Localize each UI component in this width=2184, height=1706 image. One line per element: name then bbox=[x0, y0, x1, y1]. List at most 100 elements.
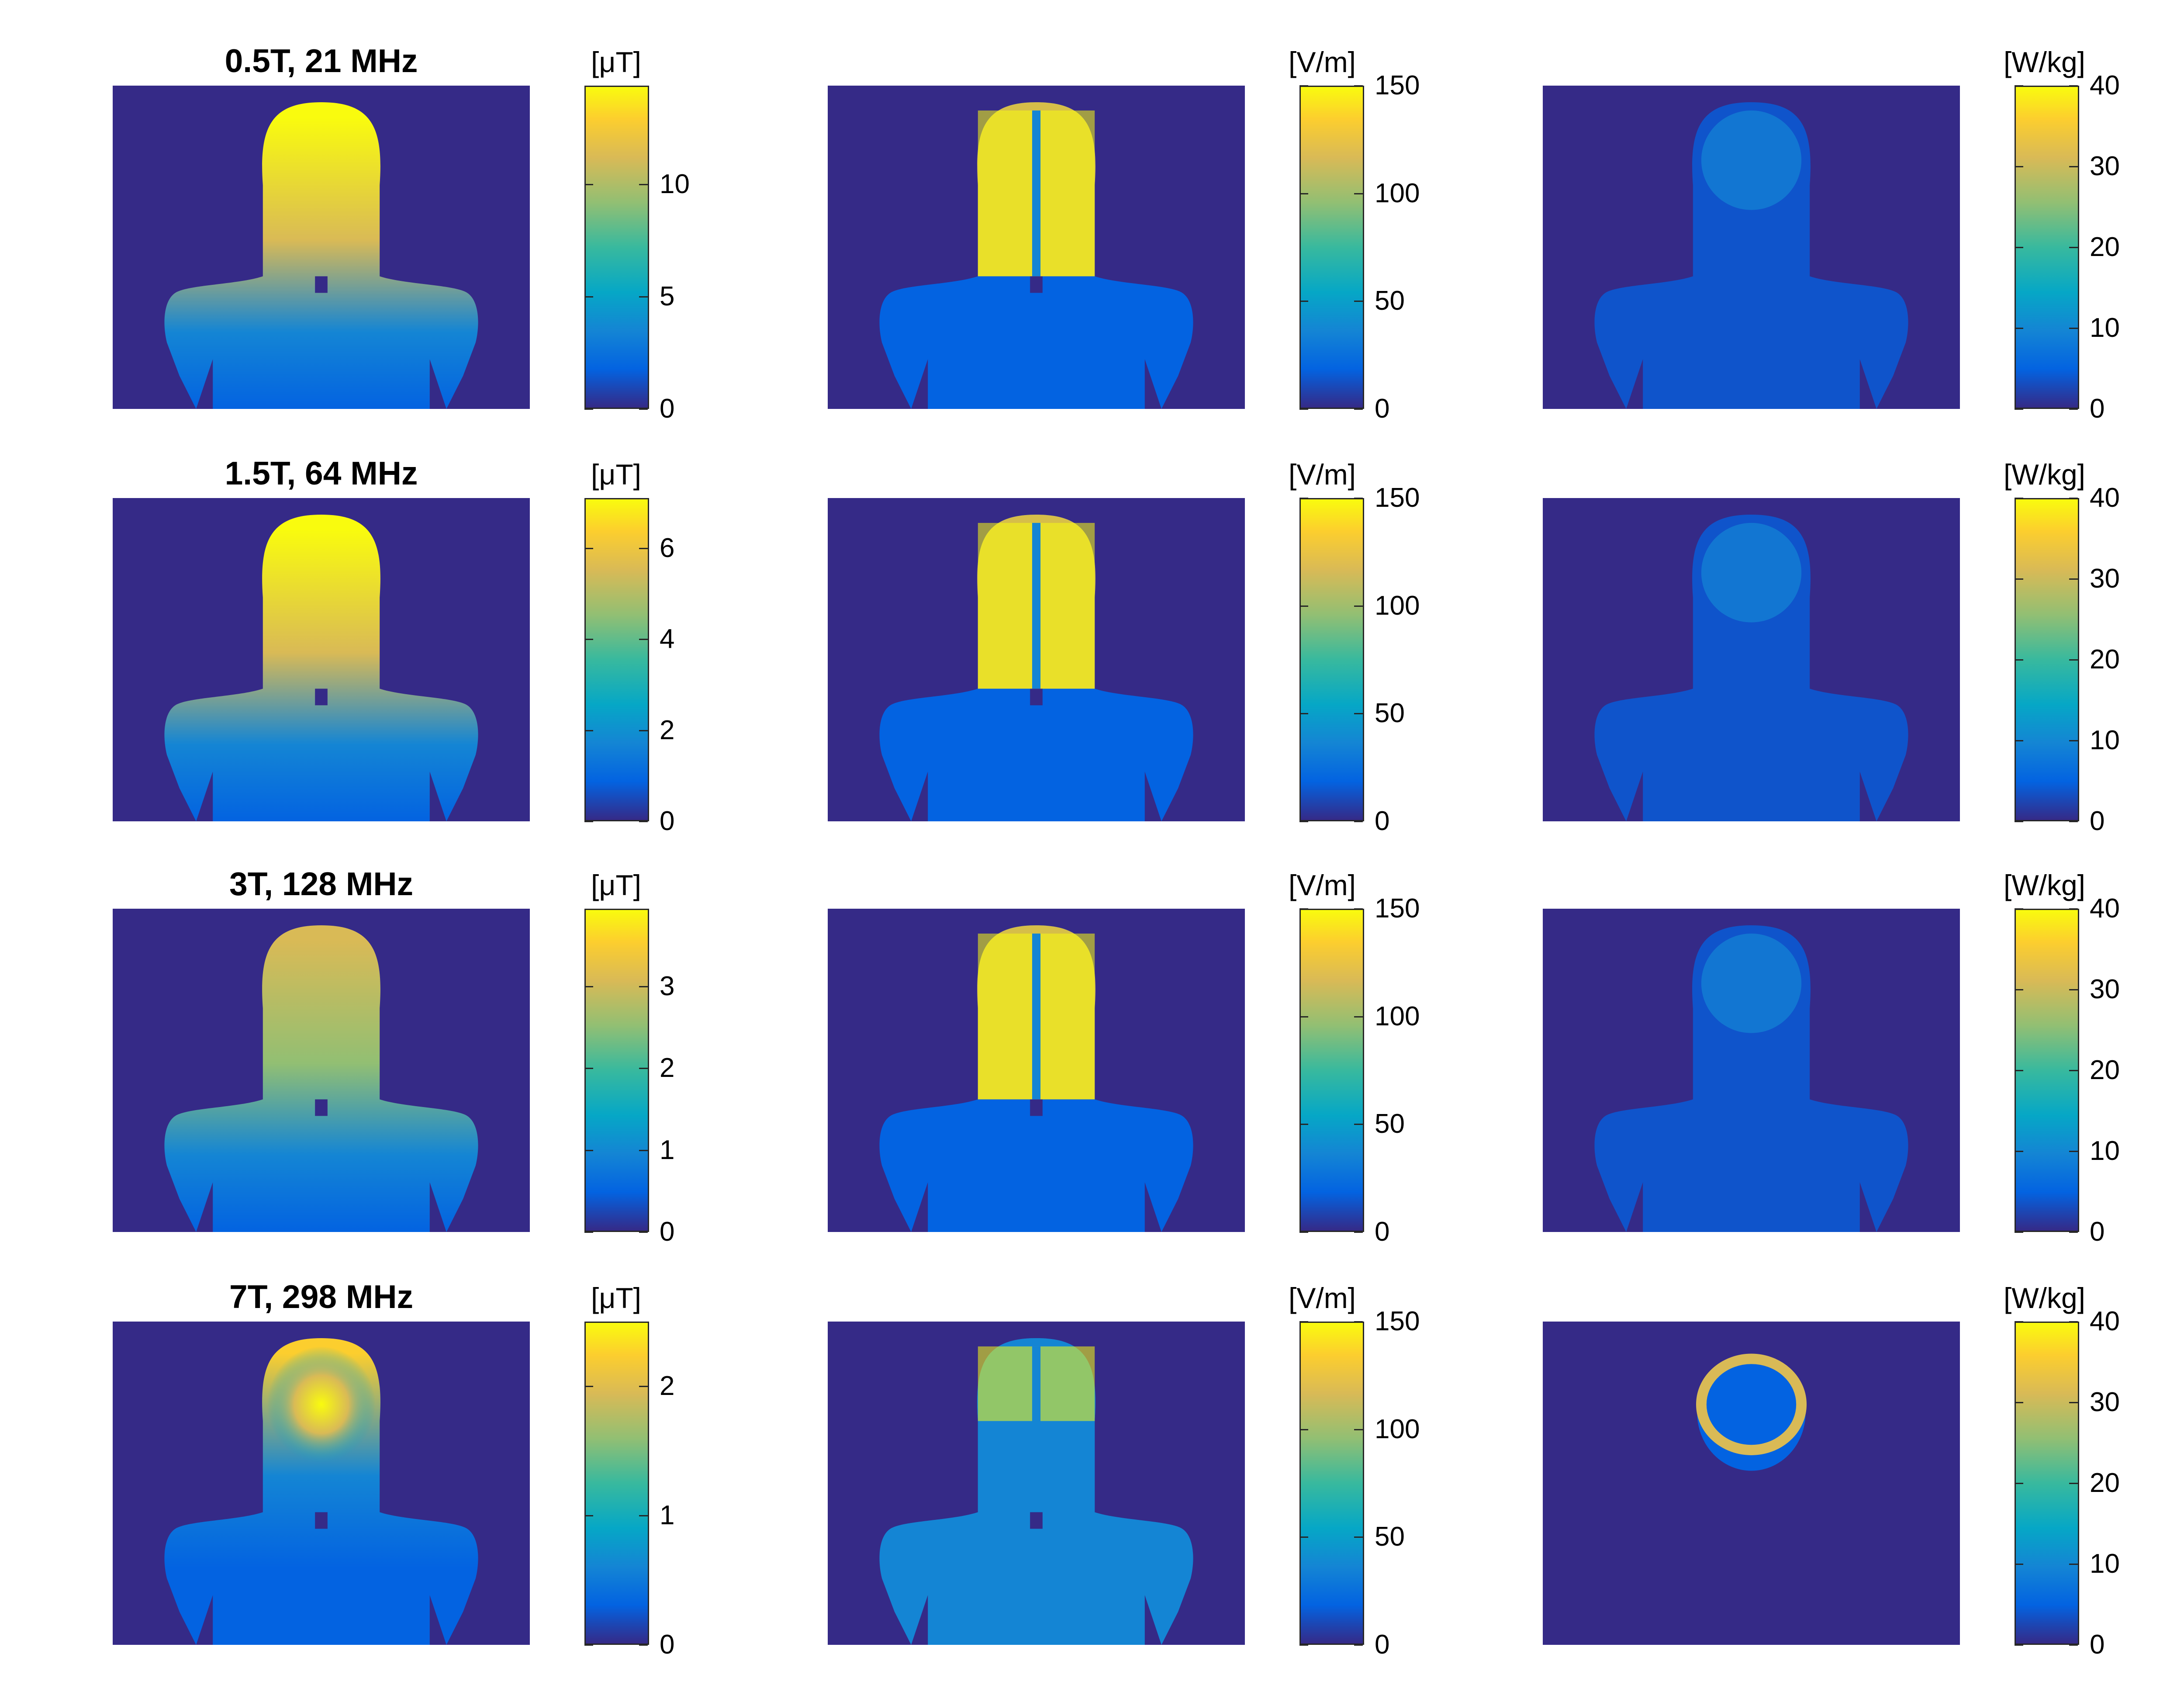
tick-mark bbox=[2015, 740, 2023, 741]
row-title: 1.5T, 64 MHz bbox=[225, 455, 418, 491]
tick-mark bbox=[2015, 1402, 2023, 1403]
tick-mark bbox=[2015, 408, 2023, 410]
colorbar bbox=[2015, 86, 2079, 409]
colorbar-unit-label: [V/m] bbox=[1289, 458, 1356, 491]
colorbar-tick-label: 20 bbox=[2090, 1055, 2120, 1085]
tick-mark bbox=[2069, 1321, 2078, 1322]
tick-mark bbox=[1299, 301, 1308, 302]
colorbar-tick-label: 2 bbox=[660, 1371, 675, 1401]
e-map-panel bbox=[828, 86, 1245, 409]
map-image bbox=[164, 514, 478, 821]
tick-mark bbox=[639, 408, 648, 410]
colorbar-unit-label: [W/kg] bbox=[2004, 1282, 2086, 1314]
b1-map-panel bbox=[113, 909, 530, 1232]
tick-mark bbox=[1354, 1536, 1363, 1538]
colorbar-unit-label: [μT] bbox=[591, 869, 642, 901]
map-image bbox=[879, 102, 1193, 409]
tick-mark bbox=[1354, 908, 1363, 910]
colorbar bbox=[1299, 498, 1364, 821]
colorbar-tick-label: 150 bbox=[1375, 1306, 1420, 1336]
tick-mark bbox=[639, 821, 648, 822]
colorbar bbox=[584, 498, 649, 821]
e-map-panel bbox=[828, 909, 1245, 1232]
colorbar-tick-label: 10 bbox=[660, 169, 690, 200]
colorbar-tick-label: 0 bbox=[1375, 1217, 1390, 1247]
tick-mark bbox=[2069, 1070, 2078, 1071]
tick-mark bbox=[2069, 908, 2078, 910]
e-map-panel bbox=[828, 1322, 1245, 1645]
colorbar-tick-label: 0 bbox=[660, 1630, 675, 1660]
colorbar-tick-label: 1 bbox=[660, 1135, 675, 1165]
row-title: 0.5T, 21 MHz bbox=[225, 42, 418, 79]
tick-mark bbox=[1354, 1016, 1363, 1017]
tick-mark bbox=[584, 639, 593, 640]
colorbar bbox=[584, 1322, 649, 1645]
colorbar-tick-label: 0 bbox=[1375, 1630, 1390, 1660]
tick-mark bbox=[2069, 578, 2078, 580]
tick-mark bbox=[2015, 1070, 2023, 1071]
tick-mark bbox=[1354, 1429, 1363, 1430]
tick-mark bbox=[1354, 1321, 1363, 1322]
colorbar-tick-label: 50 bbox=[1375, 286, 1405, 316]
tick-mark bbox=[2069, 1564, 2078, 1565]
tick-mark bbox=[584, 296, 593, 298]
colorbar-tick-label: 30 bbox=[2090, 151, 2120, 181]
tick-mark bbox=[584, 821, 593, 822]
tick-mark bbox=[639, 986, 648, 987]
tick-mark bbox=[2015, 578, 2023, 580]
tick-mark bbox=[2069, 328, 2078, 329]
tick-mark bbox=[584, 1149, 593, 1151]
colorbar-unit-label: [μT] bbox=[591, 458, 642, 491]
tick-mark bbox=[2069, 989, 2078, 990]
tick-mark bbox=[1299, 908, 1308, 910]
tick-mark bbox=[584, 1232, 593, 1233]
tick-mark bbox=[2069, 1483, 2078, 1484]
tick-mark bbox=[584, 1515, 593, 1516]
colorbar-unit-label: [μT] bbox=[591, 46, 642, 78]
colorbar bbox=[584, 86, 649, 409]
sar-map-panel bbox=[1543, 86, 1960, 409]
tick-mark bbox=[639, 1068, 648, 1069]
e-map-panel bbox=[828, 498, 1245, 821]
colorbar-tick-label: 100 bbox=[1375, 590, 1420, 621]
tick-mark bbox=[2069, 498, 2078, 499]
tick-mark bbox=[1299, 1232, 1308, 1233]
b1-map-panel bbox=[113, 86, 530, 409]
colorbar-tick-label: 0 bbox=[660, 1217, 675, 1247]
tick-mark bbox=[1299, 193, 1308, 194]
tick-mark bbox=[1354, 605, 1363, 607]
colorbar-tick-label: 2 bbox=[660, 715, 675, 745]
tick-mark bbox=[639, 296, 648, 298]
colorbar-tick-label: 5 bbox=[660, 281, 675, 312]
tick-mark bbox=[2015, 1321, 2023, 1322]
colorbar-tick-label: 20 bbox=[2090, 232, 2120, 262]
tick-mark bbox=[1299, 1321, 1308, 1322]
tick-mark bbox=[1299, 1429, 1308, 1430]
tick-mark bbox=[639, 1386, 648, 1387]
sar-map-panel bbox=[1543, 1322, 1960, 1645]
tick-mark bbox=[2069, 659, 2078, 661]
tick-mark bbox=[639, 639, 648, 640]
colorbar-tick-label: 100 bbox=[1375, 1414, 1420, 1444]
tick-mark bbox=[2015, 1644, 2023, 1646]
tick-mark bbox=[2015, 328, 2023, 329]
tick-mark bbox=[2015, 659, 2023, 661]
tick-mark bbox=[2015, 1483, 2023, 1484]
tick-mark bbox=[2069, 821, 2078, 822]
tick-mark bbox=[1299, 1016, 1308, 1017]
colorbar-tick-label: 10 bbox=[2090, 1136, 2120, 1166]
tick-mark bbox=[2015, 1232, 2023, 1233]
tick-mark bbox=[639, 184, 648, 186]
map-image bbox=[1594, 514, 1908, 821]
colorbar-tick-label: 50 bbox=[1375, 698, 1405, 729]
tick-mark bbox=[1299, 821, 1308, 822]
sar-map-panel bbox=[1543, 909, 1960, 1232]
colorbar-tick-label: 50 bbox=[1375, 1522, 1405, 1552]
tick-mark bbox=[1299, 408, 1308, 410]
tick-mark bbox=[2069, 1402, 2078, 1403]
tick-mark bbox=[639, 1232, 648, 1233]
tick-mark bbox=[584, 408, 593, 410]
colorbar-tick-label: 10 bbox=[2090, 725, 2120, 755]
colorbar-tick-label: 10 bbox=[2090, 313, 2120, 343]
tick-mark bbox=[1354, 821, 1363, 822]
